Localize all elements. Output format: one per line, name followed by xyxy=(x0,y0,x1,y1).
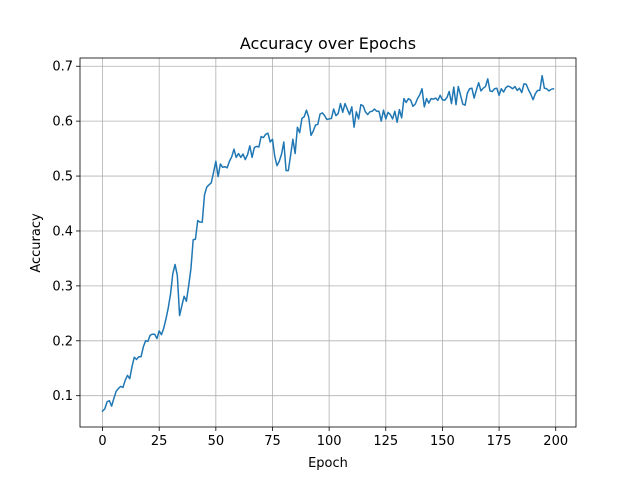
series-layer xyxy=(101,74,555,413)
x-tick-label: 50 xyxy=(208,434,225,449)
x-tick-label: 175 xyxy=(487,434,512,449)
x-tick-label: 125 xyxy=(373,434,398,449)
y-tick-label: 0.1 xyxy=(52,389,73,404)
x-tick-label: 150 xyxy=(430,434,455,449)
x-tick-label: 75 xyxy=(264,434,281,449)
y-tick-label: 0.5 xyxy=(52,170,73,185)
x-axis-ticks: 0 25 50 75 100 125 150 175 200 xyxy=(98,427,568,449)
series-line-accuracy xyxy=(101,74,555,413)
x-tick-label: 100 xyxy=(317,434,342,449)
chart-title: Accuracy over Epochs xyxy=(240,34,416,53)
x-axis-label: Epoch xyxy=(308,456,348,471)
y-tick-label: 0.3 xyxy=(52,279,73,294)
y-tick-label: 0.4 xyxy=(52,224,73,239)
plot-frame xyxy=(79,57,577,428)
x-tick-label: 200 xyxy=(543,434,568,449)
x-tick-label: 0 xyxy=(98,434,106,449)
x-tick-label: 25 xyxy=(151,434,168,449)
y-axis-label: Accuracy xyxy=(29,213,44,273)
y-tick-label: 0.2 xyxy=(52,334,73,349)
y-tick-label: 0.6 xyxy=(52,115,73,130)
y-tick-label: 0.7 xyxy=(52,60,73,75)
y-axis-ticks: 0.1 0.2 0.3 0.4 0.5 0.6 0.7 xyxy=(52,60,80,404)
